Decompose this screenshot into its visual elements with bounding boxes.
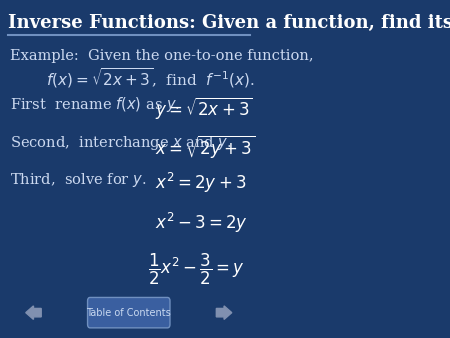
Text: Inverse Functions: Given a function, find its inverse.: Inverse Functions: Given a function, fin…: [8, 14, 450, 31]
Text: First  rename $f(x)$ as $y$.: First rename $f(x)$ as $y$.: [10, 95, 180, 114]
Text: $x^2 - 3 = 2y$: $x^2 - 3 = 2y$: [154, 211, 248, 235]
Text: $x^2 = 2y + 3$: $x^2 = 2y + 3$: [154, 171, 246, 195]
Text: $f(x) = \sqrt{2x+3}$,  find  $f^{-1}(x)$.: $f(x) = \sqrt{2x+3}$, find $f^{-1}(x)$.: [46, 66, 255, 90]
FancyBboxPatch shape: [88, 297, 170, 328]
Text: Table of Contents: Table of Contents: [86, 308, 171, 318]
Text: $y = \sqrt{2x+3}$: $y = \sqrt{2x+3}$: [154, 95, 252, 121]
Text: Example:  Given the one-to-one function,: Example: Given the one-to-one function,: [10, 49, 314, 63]
FancyArrow shape: [26, 306, 41, 319]
Text: $x = \sqrt{2y+3}$: $x = \sqrt{2y+3}$: [154, 134, 255, 161]
FancyArrow shape: [216, 306, 232, 319]
Text: Second,  interchange $x$ and $y$.: Second, interchange $x$ and $y$.: [10, 134, 232, 151]
Text: $\dfrac{1}{2}x^2 - \dfrac{3}{2} = y$: $\dfrac{1}{2}x^2 - \dfrac{3}{2} = y$: [148, 252, 245, 287]
Text: Third,  solve for $y$.: Third, solve for $y$.: [10, 171, 147, 189]
